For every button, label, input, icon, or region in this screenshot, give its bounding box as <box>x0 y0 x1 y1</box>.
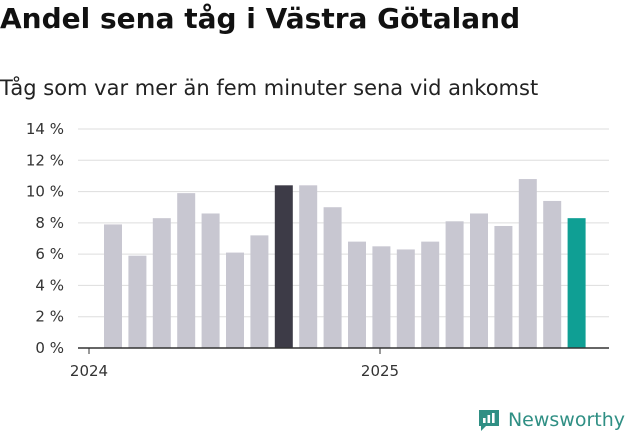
bar <box>445 221 464 348</box>
bar <box>494 225 513 348</box>
y-tick-label: 0 % <box>35 339 64 357</box>
y-tick-label: 10 % <box>26 183 64 201</box>
bar <box>128 255 147 348</box>
bar <box>323 207 342 348</box>
bar <box>372 246 391 348</box>
bar <box>177 193 196 348</box>
bar <box>543 200 562 348</box>
bar <box>274 185 293 348</box>
bar <box>518 179 537 348</box>
brand: Newsworthy <box>476 407 625 433</box>
x-tick-labels: 2024 2025 <box>70 362 399 380</box>
brand-name: Newsworthy <box>507 409 625 431</box>
newsworthy-logo-icon <box>478 410 499 431</box>
chart-title: Andel sena tåg i Västra Götaland <box>0 2 521 35</box>
y-tick-labels: 0 % 2 % 4 % 6 % 8 % 10 % 12 % 14 % <box>26 120 64 357</box>
y-tick-label: 14 % <box>26 120 64 138</box>
bar <box>470 213 488 348</box>
x-tick-label: 2024 <box>70 362 108 380</box>
x-tick-label: 2025 <box>361 362 399 380</box>
y-tick-label: 12 % <box>26 151 64 169</box>
bar <box>396 249 415 348</box>
bar <box>348 241 366 348</box>
bar <box>250 235 269 348</box>
y-tick-label: 8 % <box>35 214 64 232</box>
bar <box>299 185 318 348</box>
bar <box>201 213 220 348</box>
y-tick-label: 4 % <box>35 276 64 294</box>
bars <box>104 179 586 348</box>
bar <box>421 241 440 348</box>
y-tick-label: 2 % <box>35 308 64 326</box>
bar <box>226 252 244 348</box>
bar <box>152 218 171 348</box>
x-axis <box>78 347 609 354</box>
y-tick-label: 6 % <box>35 245 64 263</box>
bar <box>104 224 122 348</box>
bar <box>567 218 586 348</box>
chart-subtitle: Tåg som var mer än fem minuter sena vid … <box>0 76 539 100</box>
